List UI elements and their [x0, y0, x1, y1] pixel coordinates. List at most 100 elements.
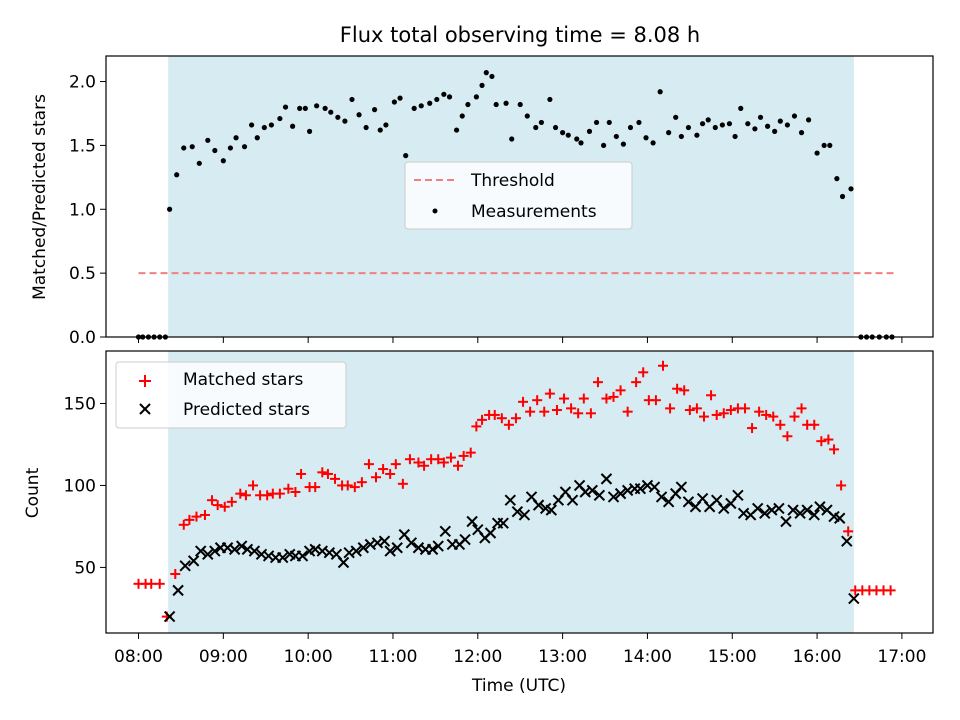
predicted-star-marker-b: [718, 502, 730, 515]
x-tick-label: 11:00: [368, 647, 417, 667]
matched-star-point: [191, 511, 202, 522]
matched-star-point: [684, 405, 695, 416]
top-y-axis: 0.0 0.5 1.0 1.5 2.0: [69, 73, 106, 348]
predicted-star-marker-b: [648, 481, 661, 493]
predicted-star-point: [426, 543, 439, 556]
predicted-star-point: [357, 542, 369, 554]
predicted-star-point: [780, 515, 792, 528]
predicted-star-point: [675, 481, 688, 493]
measurement-point: [745, 121, 751, 127]
measurement-point: [377, 127, 383, 133]
measurement-point: [453, 127, 460, 133]
measurement-point: [167, 206, 173, 212]
measurement-point: [241, 144, 248, 150]
predicted-star-point: [833, 512, 846, 524]
x-tick-label: 10:00: [284, 647, 333, 667]
measurements-legend-label: Measurements: [471, 202, 597, 222]
matched-star-point: [385, 468, 396, 479]
measurement-point: [427, 100, 433, 106]
matched-star-point: [445, 452, 456, 463]
matched-star-point: [657, 360, 668, 371]
predicted-star-marker-b: [439, 525, 451, 538]
predicted-star-marker-b: [696, 492, 709, 505]
predicted-star-point: [808, 509, 820, 521]
matched-star-point: [544, 388, 555, 399]
measurement-point: [805, 117, 812, 123]
top-y-tick-label: 0.5: [69, 264, 96, 284]
matched-star-point: [477, 414, 488, 425]
predicted-star-marker-b: [814, 501, 826, 513]
predicted-star-marker-b: [759, 507, 771, 520]
matched-star-point: [458, 450, 469, 461]
matched-star-point: [503, 419, 514, 430]
matched-star-point: [378, 464, 389, 475]
bottom-y-tick-label: 150: [64, 394, 96, 414]
top-legend-box: [404, 161, 633, 230]
matched-star-point: [438, 457, 449, 468]
matched-star-point: [219, 501, 230, 512]
predicted-star-marker-b: [405, 537, 418, 549]
top-panel: 0.00.51.01.52.0 Matched/Predicted stars …: [30, 55, 934, 348]
measurement-point: [212, 147, 218, 154]
measurement-point: [441, 91, 447, 97]
bottom-x-axis: 08:00 09:00 10:00 11:00 12:00 13:00 14:00 15:00…: [114, 633, 926, 667]
predicted-star-point: [607, 491, 620, 503]
predicted-star-point: [841, 535, 853, 547]
bottom-y-tick-label: 50: [74, 558, 96, 578]
measurement-point: [798, 130, 805, 136]
matched-star-point: [761, 409, 772, 420]
measurement-point: [538, 119, 545, 126]
bottom-legend: Matched stars Predicted stars: [115, 361, 347, 429]
predicted-star-marker-b: [343, 546, 355, 559]
measurement-point: [189, 144, 195, 150]
predicted-star-marker-b: [566, 494, 579, 506]
predicted-star-point: [384, 545, 396, 557]
predicted-legend-label: Predicted stars: [183, 400, 310, 420]
matched-star-point: [615, 385, 626, 396]
matched-star-point: [725, 405, 736, 416]
x-tick-label: 14:00: [623, 647, 672, 667]
matched-star-point: [199, 509, 210, 520]
predicted-star-point: [518, 509, 531, 521]
predicted-star-point: [504, 494, 517, 506]
measurement-point: [839, 193, 846, 200]
predicted-star-marker-b: [751, 502, 764, 515]
predicted-star-point: [586, 484, 599, 497]
predicted-star-point: [614, 487, 627, 500]
matched-star-point: [262, 490, 273, 501]
matched-star-point: [397, 478, 408, 489]
measurement-point: [666, 130, 672, 136]
predicted-star-point: [163, 610, 176, 623]
measurement-point: [479, 82, 485, 88]
measurement-point: [606, 119, 612, 126]
predicted-star-marker-b: [277, 551, 289, 564]
matched-star-point: [510, 413, 521, 424]
matched-star-point: [679, 385, 690, 396]
matched-star-point: [235, 488, 246, 499]
matched-star-point: [608, 391, 619, 402]
measurement-point: [620, 141, 627, 147]
matched-star-point: [539, 406, 550, 417]
matched-star-point: [489, 409, 500, 420]
matched-star-point: [698, 411, 709, 422]
measurement-point: [791, 113, 798, 119]
measurement-point: [699, 121, 706, 127]
predicted-star-marker-b: [195, 545, 207, 557]
matched-star-point: [836, 480, 847, 491]
matched-star-point: [363, 459, 374, 470]
measurement-point: [322, 105, 328, 111]
predicted-star-marker-b: [586, 484, 599, 497]
predicted-star-marker-b: [573, 479, 586, 492]
matched-star-point: [296, 468, 307, 479]
measurement-point: [732, 133, 738, 140]
predicted-star-marker-b: [466, 515, 478, 528]
measurement-point: [181, 145, 187, 151]
predicted-star-marker-b: [655, 491, 668, 503]
matched-star-point: [146, 578, 157, 589]
measurement-point: [302, 105, 308, 111]
matched-star-point: [356, 477, 367, 488]
top-y-tick-label: 0.0: [69, 328, 96, 348]
bottom-legend-box: [115, 361, 347, 429]
predicted-star-point: [787, 504, 799, 516]
